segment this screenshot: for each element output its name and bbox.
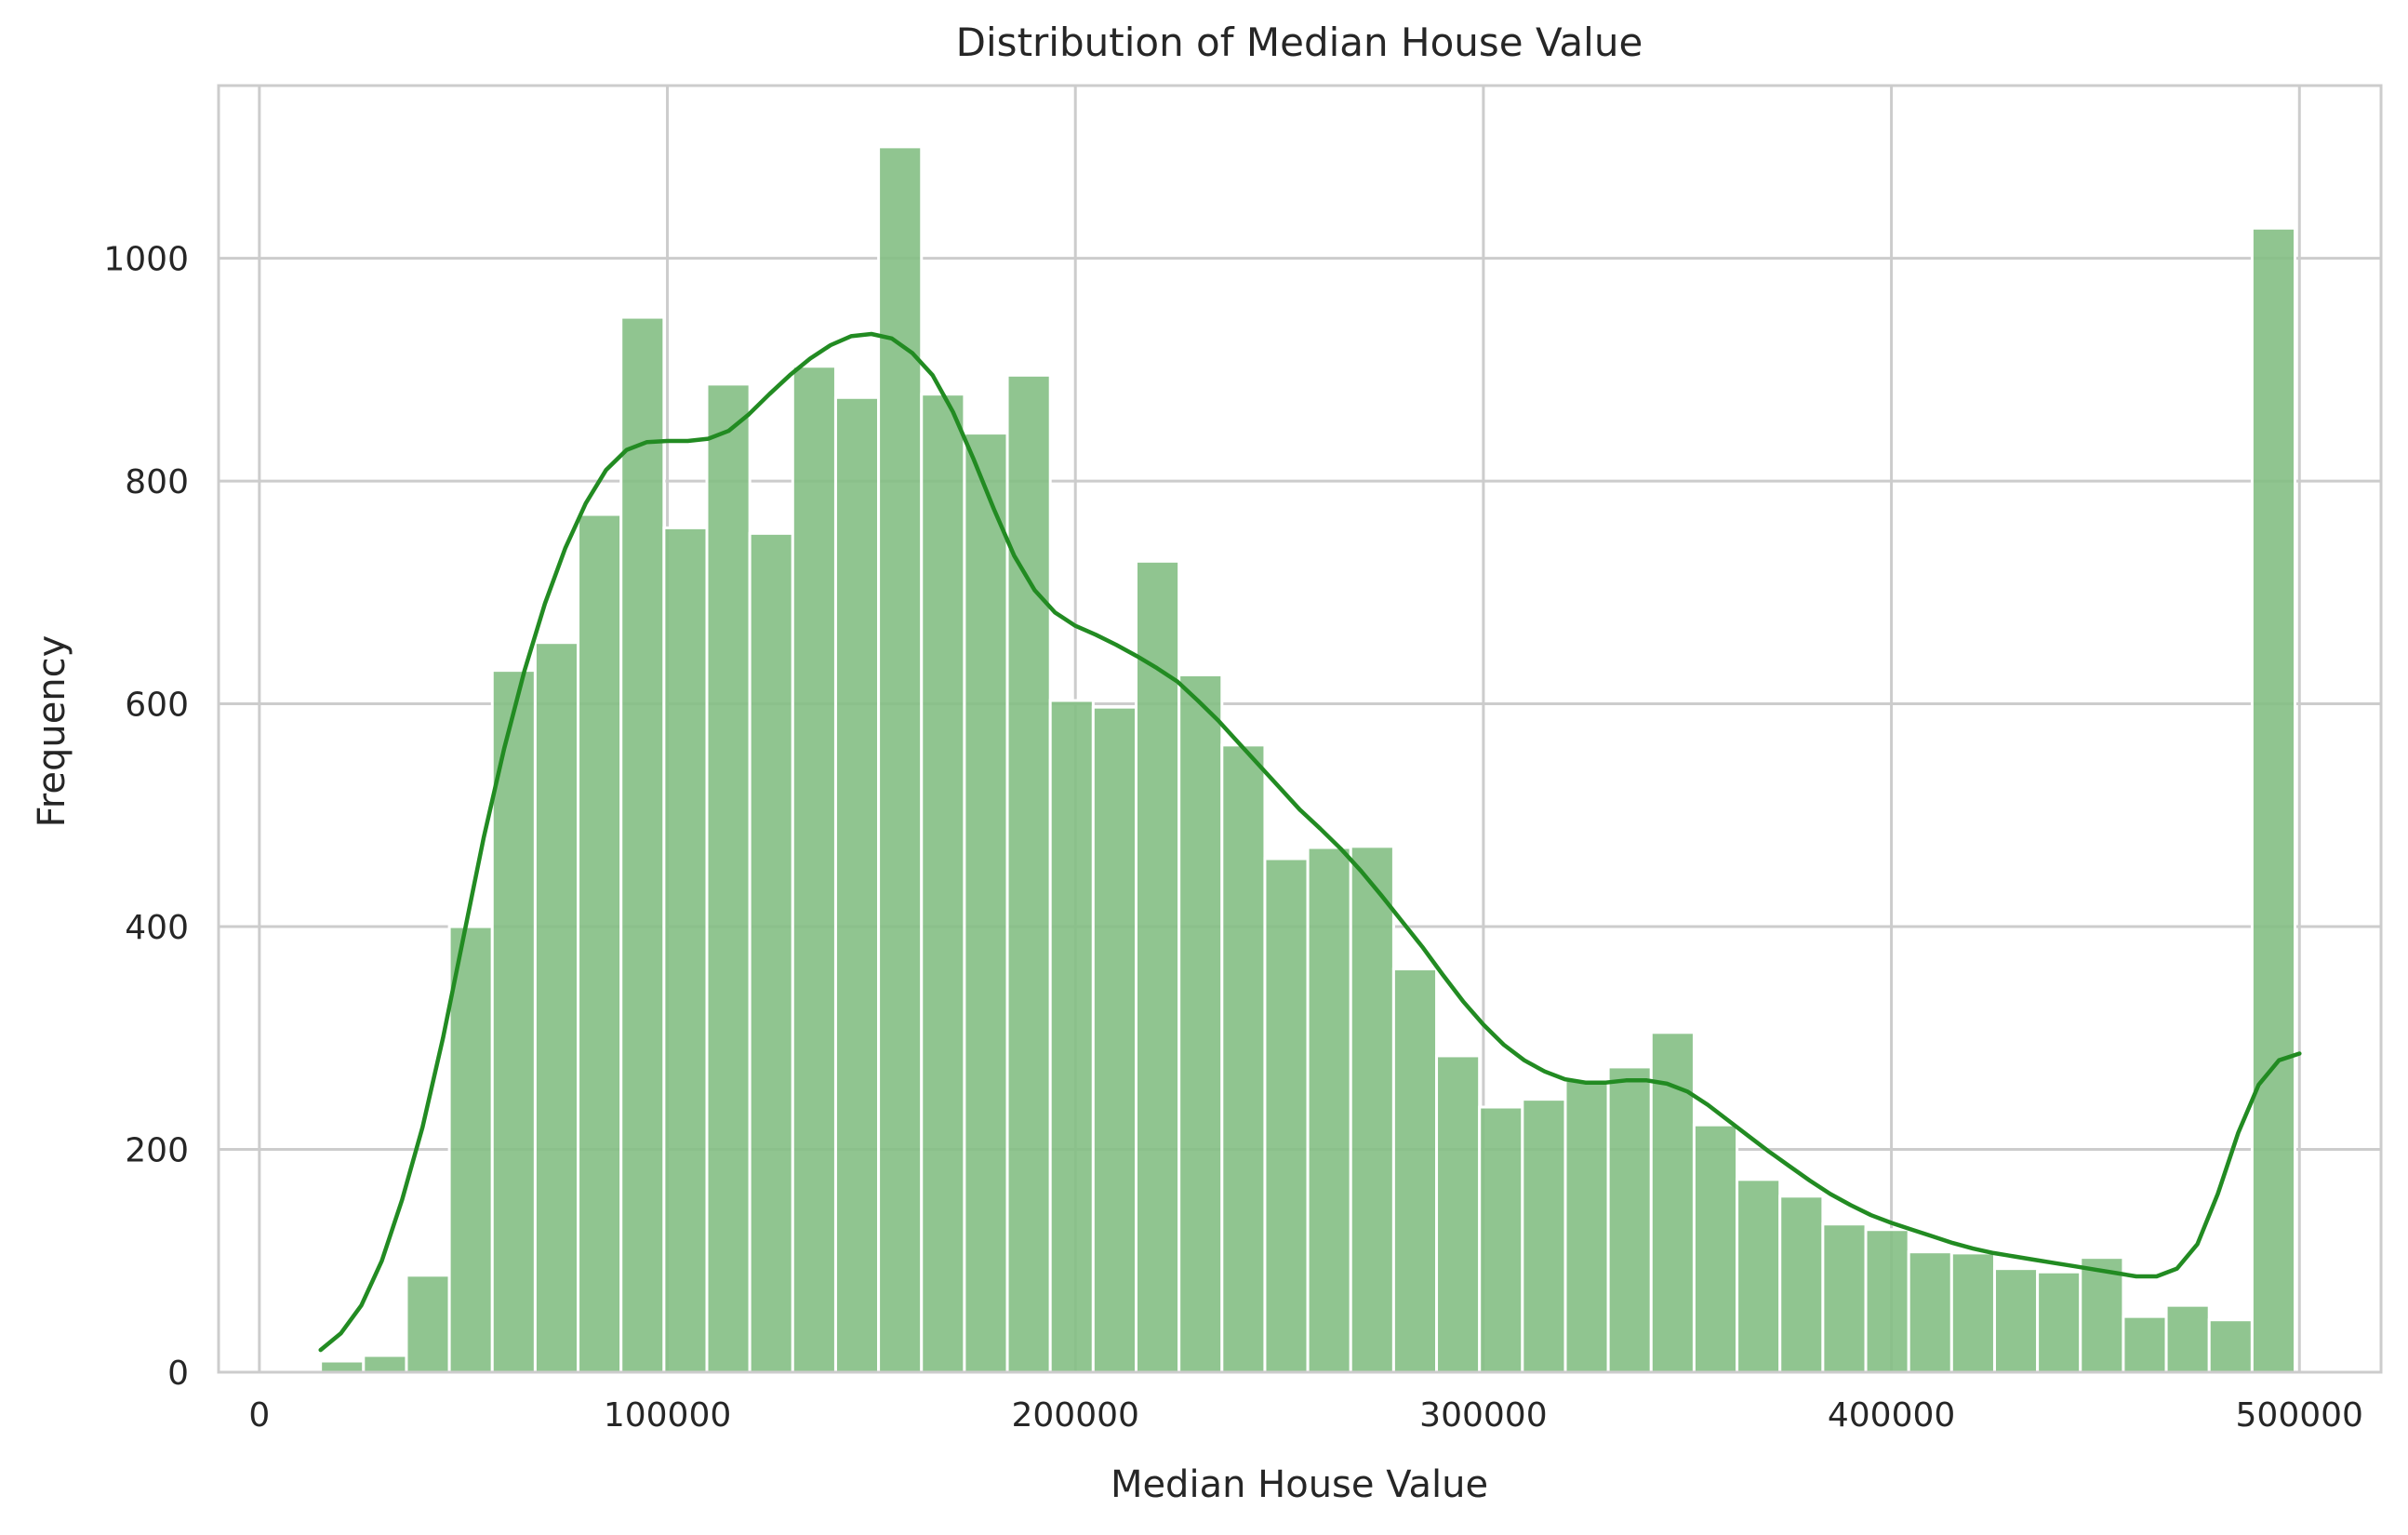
histogram-bar xyxy=(1649,1031,1696,1374)
y-tick-label: 200 xyxy=(125,1132,189,1170)
chart-title: Distribution of Median House Value xyxy=(956,20,1643,65)
histogram-bar xyxy=(748,531,794,1374)
y-tick-label: 1000 xyxy=(103,241,189,279)
histogram-bar xyxy=(1821,1222,1868,1374)
histogram-bar xyxy=(1778,1195,1825,1374)
x-axis-label: Median House Value xyxy=(1111,1463,1488,1506)
y-tick-label: 0 xyxy=(167,1355,189,1393)
y-tick-label: 600 xyxy=(125,687,189,725)
histogram-bar xyxy=(1220,743,1267,1374)
histogram-bar xyxy=(1349,845,1395,1374)
histogram-bar xyxy=(1736,1178,1782,1374)
histogram-bar xyxy=(1177,673,1224,1374)
y-tick-label: 400 xyxy=(125,909,189,947)
histogram-bar xyxy=(920,393,966,1374)
histogram-bar xyxy=(490,669,537,1374)
histogram-bar xyxy=(1091,705,1137,1374)
histogram-bar xyxy=(319,1359,366,1374)
plot-frame xyxy=(217,84,2383,1374)
histogram-bar xyxy=(2250,226,2297,1374)
histogram-bar xyxy=(1048,699,1095,1374)
histogram-bar xyxy=(447,925,494,1374)
ticks-layer: 0 100000 200000 300000 400000 500000 0 200 400 60… xyxy=(103,241,2363,1435)
histogram-bar xyxy=(1521,1098,1567,1374)
kde-line xyxy=(318,331,2302,1353)
x-tick-label: 100000 xyxy=(604,1396,731,1435)
histogram-bar xyxy=(1391,968,1439,1374)
histogram-bar xyxy=(1435,1054,1482,1374)
histogram-bar xyxy=(1478,1105,1524,1374)
x-tick-label: 0 xyxy=(248,1396,270,1435)
histogram-bar xyxy=(1606,1065,1653,1374)
histogram-bar xyxy=(2036,1270,2082,1374)
x-tick-label: 200000 xyxy=(1012,1396,1139,1435)
histogram-bar xyxy=(1992,1267,2040,1374)
histogram-bar xyxy=(1005,373,1052,1374)
x-tick-label: 500000 xyxy=(2236,1396,2363,1435)
histogram-bar xyxy=(791,365,837,1374)
y-tick-label: 800 xyxy=(125,463,189,501)
x-tick-label: 400000 xyxy=(1828,1396,1955,1435)
histogram-bar xyxy=(619,315,666,1374)
histogram-bar xyxy=(1907,1250,1953,1374)
histogram-bar xyxy=(877,145,924,1374)
y-axis-label: Frequency xyxy=(31,635,73,828)
histogram-bar xyxy=(1949,1251,1996,1374)
histogram-bar xyxy=(1563,1078,1610,1374)
histogram-bar xyxy=(533,641,580,1374)
histogram-bar xyxy=(405,1274,451,1374)
histogram-bar xyxy=(705,382,752,1374)
histogram-bar xyxy=(2164,1303,2211,1374)
x-tick-label: 300000 xyxy=(1419,1396,1547,1435)
histogram-bar xyxy=(2122,1315,2168,1374)
histogram-bar xyxy=(963,432,1009,1374)
histogram-bar xyxy=(1692,1123,1739,1374)
histogram-bar xyxy=(1263,857,1310,1374)
histogram-bar xyxy=(833,395,881,1374)
histogram-bar xyxy=(1306,846,1352,1374)
histogram-bar xyxy=(2207,1318,2254,1374)
histogram-bar xyxy=(662,526,709,1374)
histogram-bar xyxy=(577,513,623,1374)
histogram-bar xyxy=(1864,1228,1910,1374)
bars-layer xyxy=(319,145,2297,1374)
histogram-bar xyxy=(1134,559,1181,1374)
histogram-bar xyxy=(362,1354,408,1374)
